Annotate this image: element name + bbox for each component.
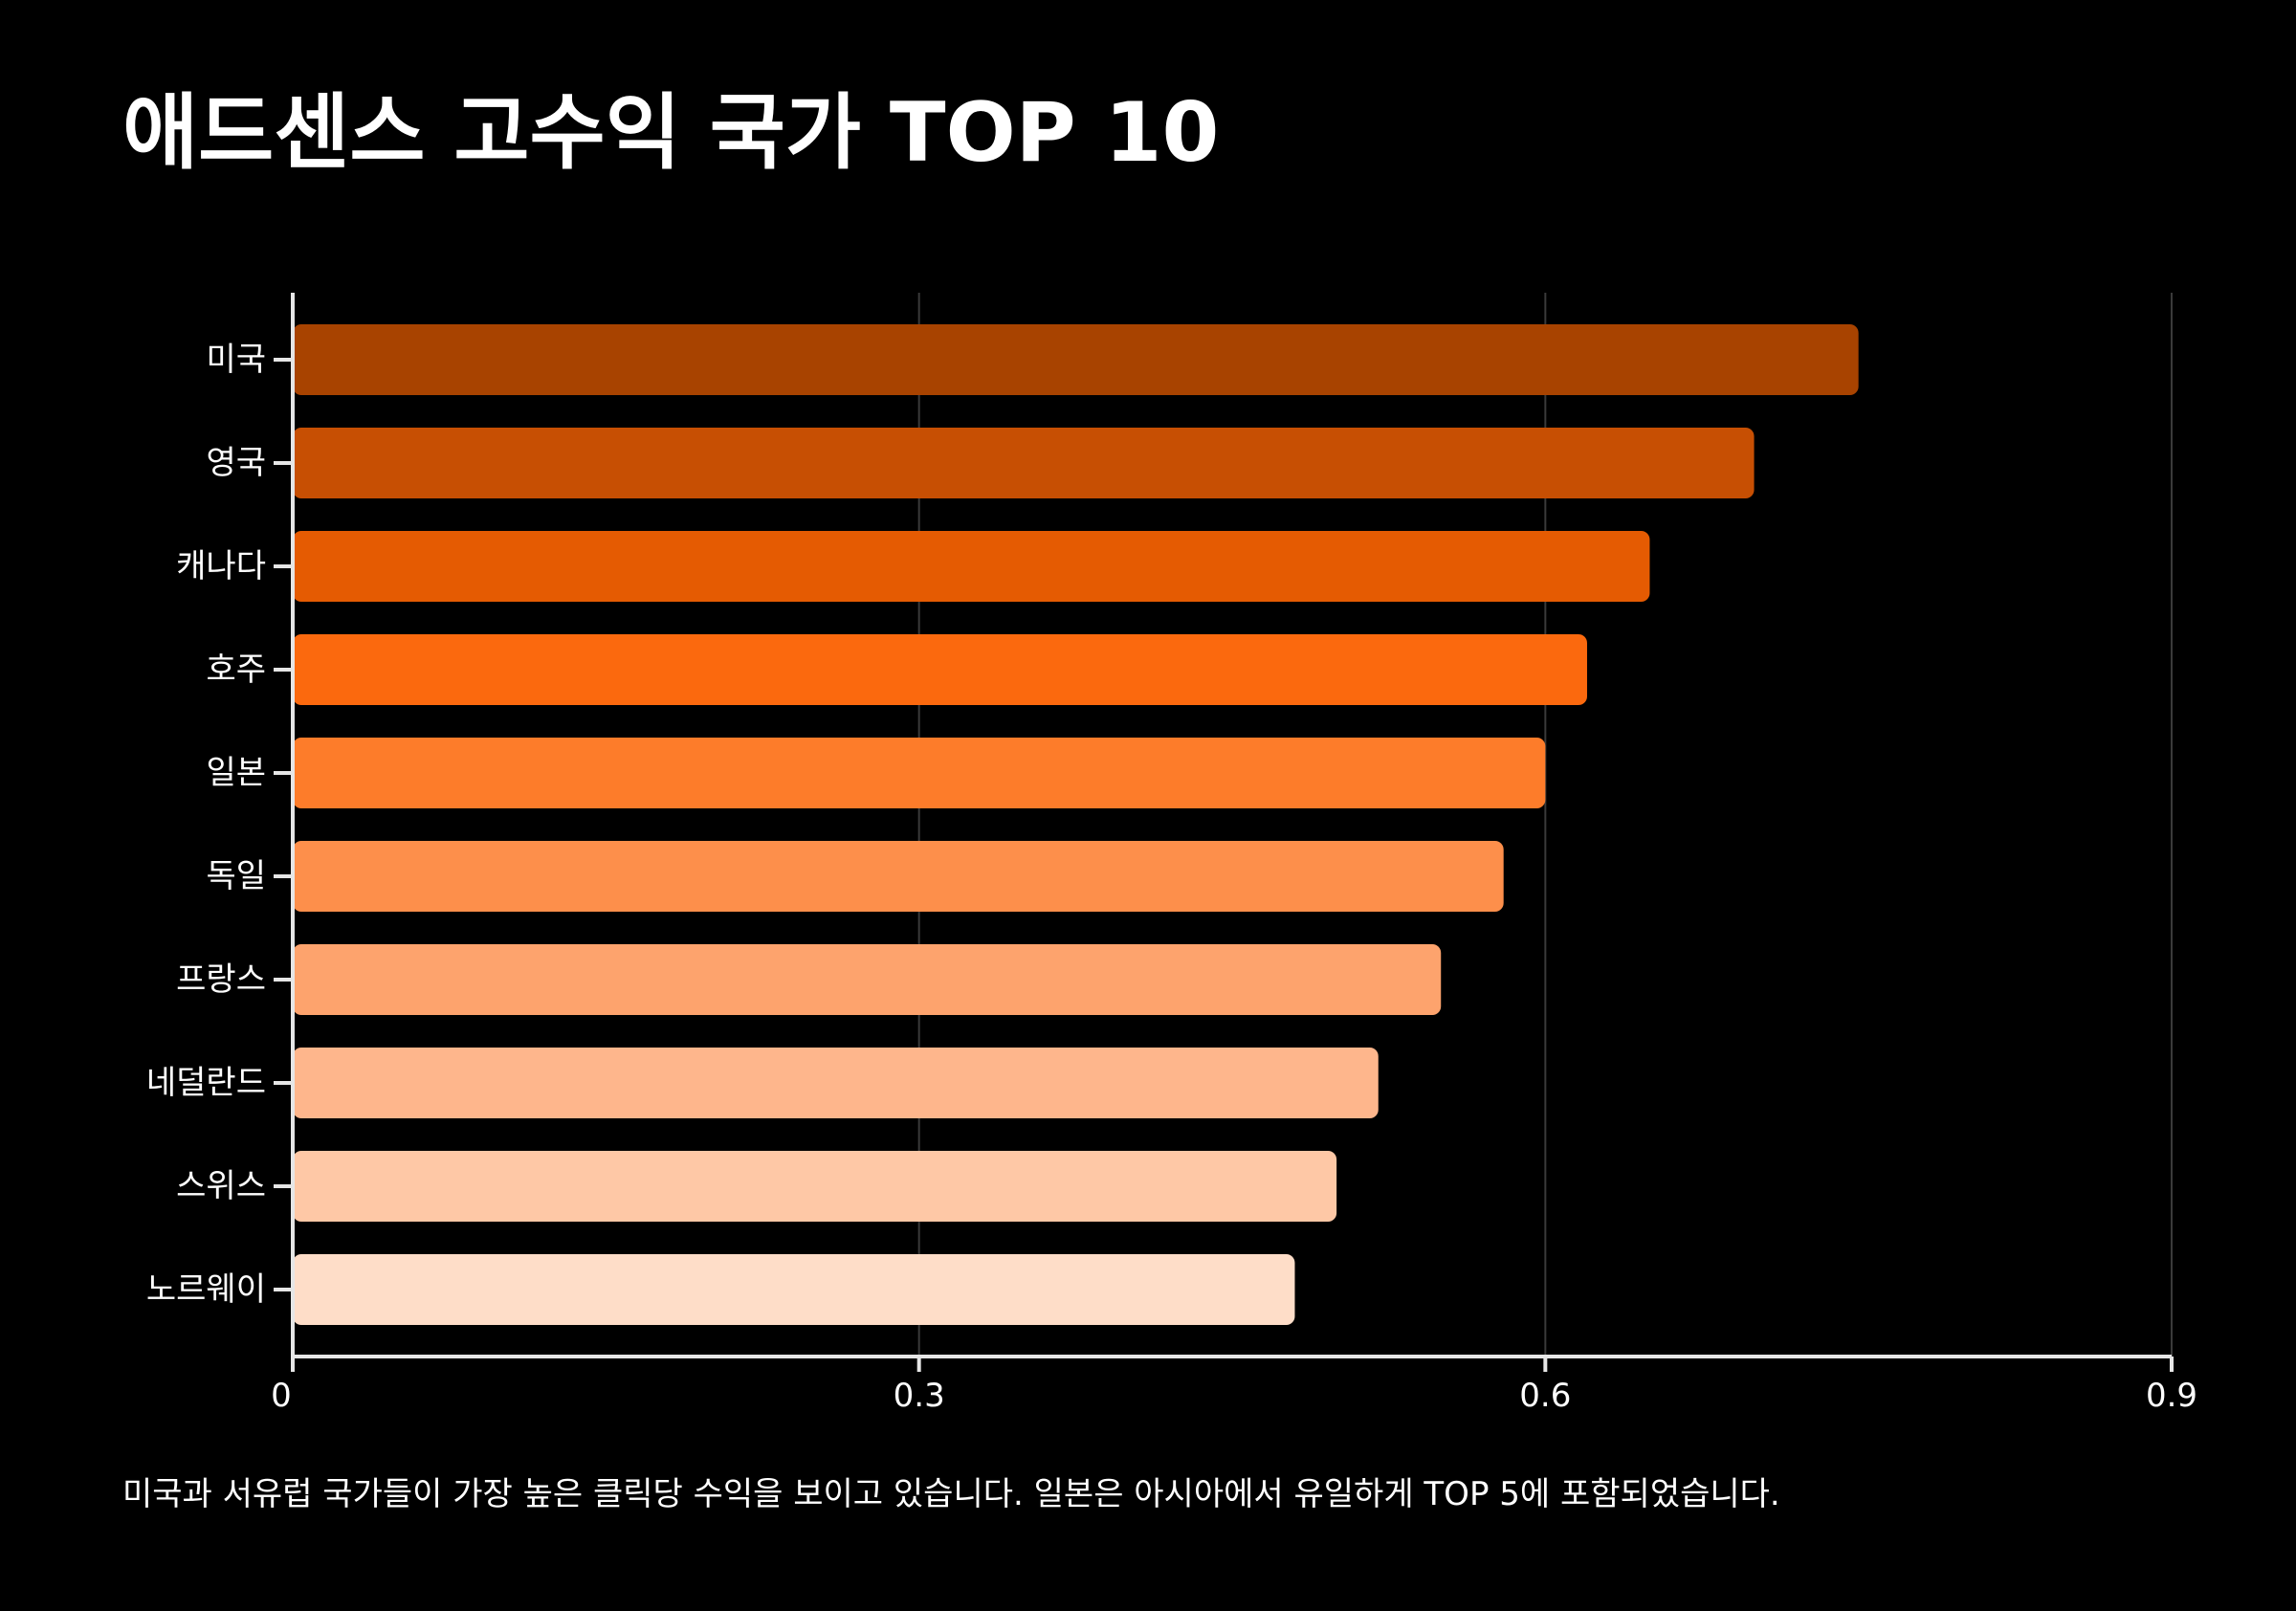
x-tick-label-2: 0.6	[1519, 1377, 1571, 1415]
bar-2	[293, 531, 1650, 602]
category-label-2: 캐나다	[176, 547, 266, 585]
category-label-9: 노르웨이	[146, 1270, 266, 1309]
bars	[293, 324, 1859, 1325]
tick-labels: 0 0.3 0.6 0.9	[271, 1377, 2197, 1415]
chart-caption: 미국과 서유럽 국가들이 가장 높은 클릭당 수익을 보이고 있습니다. 일본은…	[122, 1475, 1780, 1513]
bar-7	[293, 1048, 1379, 1118]
category-label-0: 미국	[206, 341, 266, 379]
x-tick-label-3: 0.9	[2146, 1377, 2197, 1415]
bar-6	[293, 944, 1442, 1015]
bar-0	[293, 324, 1859, 395]
chart-title: 애드센스 고수익 국가 TOP 10	[122, 85, 1220, 181]
bar-8	[293, 1151, 1337, 1222]
category-label-3: 호주	[206, 651, 266, 689]
bar-5	[293, 841, 1504, 912]
bar-1	[293, 428, 1755, 498]
x-tick-label-1: 0.3	[894, 1377, 945, 1415]
bar-9	[293, 1254, 1295, 1325]
x-tick-label-0: 0	[271, 1377, 292, 1415]
bar-3	[293, 634, 1587, 705]
category-label-8: 스위스	[176, 1167, 266, 1205]
category-label-7: 네덜란드	[146, 1064, 266, 1102]
axes	[274, 293, 2174, 1372]
category-label-1: 영국	[206, 444, 266, 482]
category-label-5: 독일	[206, 857, 266, 895]
category-label-6: 프랑스	[176, 960, 266, 999]
bar-4	[293, 738, 1546, 808]
category-label-4: 일본	[206, 754, 266, 792]
